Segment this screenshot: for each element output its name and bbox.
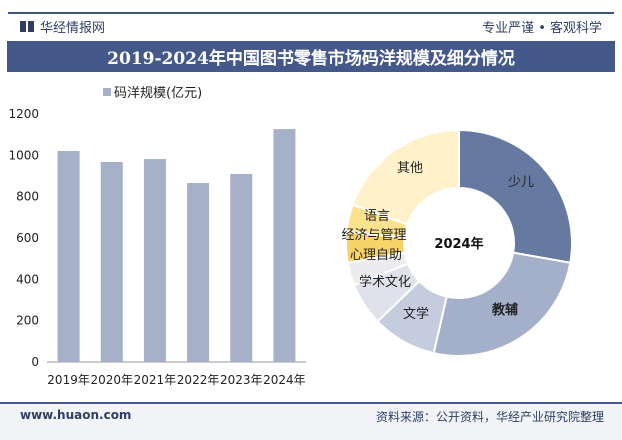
bar	[143, 159, 166, 362]
slice-label: 学术文化	[359, 274, 411, 290]
bar-legend: 码洋规模(亿元)	[103, 82, 202, 101]
y-tick-label: 200	[16, 314, 39, 328]
brand-name: 华经情报网	[40, 21, 106, 36]
y-tick-label: 600	[16, 231, 39, 245]
book-logo-icon	[20, 21, 34, 32]
donut-slice	[351, 128, 460, 226]
y-tick-label: 1000	[8, 148, 39, 162]
legend-label: 码洋规模(亿元)	[114, 86, 203, 101]
page-title: 2019-2024年中国图书零售市场码洋规模及细分情况	[7, 41, 615, 72]
source-note: 资料来源：公开资料，华经产业研究院整理	[375, 410, 604, 424]
chart-area: 0 200 400 600 800 1000 1200 2019年 2020年 2021年 2022…	[8, 107, 573, 387]
donut-slice	[432, 251, 572, 357]
y-tick-label: 1200	[8, 107, 39, 121]
slice-label: 教辅	[491, 302, 518, 318]
bar	[100, 161, 123, 362]
slice-label: 其他	[397, 161, 423, 176]
website: www.huaon.com	[20, 408, 132, 422]
y-tick-label: 400	[16, 272, 39, 286]
slice-label: 心理自助	[350, 248, 402, 263]
bar	[187, 183, 210, 362]
donut-center-label: 2024年	[434, 236, 483, 252]
brand: 华经情报网	[20, 17, 105, 36]
top-rule	[8, 12, 614, 14]
slice-label: 文学	[403, 306, 429, 322]
y-tick-label: 0	[31, 355, 39, 369]
footer	[0, 402, 622, 440]
slogan: 专业严谨 • 客观科学	[482, 21, 602, 36]
x-tick-label: 2020年	[90, 373, 133, 387]
slice-label: 少儿	[508, 175, 534, 190]
x-tick-label: 2021年	[134, 373, 177, 387]
x-tick-label: 2019年	[47, 373, 90, 387]
x-tick-label: 2022年	[177, 373, 220, 387]
slice-label: 语言	[364, 209, 390, 224]
y-tick-label: 800	[16, 190, 39, 204]
legend-swatch	[103, 87, 111, 96]
x-tick-label: 2024年	[263, 373, 306, 387]
bar	[57, 150, 80, 362]
donut-slice	[458, 128, 573, 264]
slice-label: 经济与管理	[341, 228, 406, 243]
bar	[230, 173, 253, 362]
x-tick-label: 2023年	[220, 373, 263, 387]
bar	[273, 129, 296, 362]
